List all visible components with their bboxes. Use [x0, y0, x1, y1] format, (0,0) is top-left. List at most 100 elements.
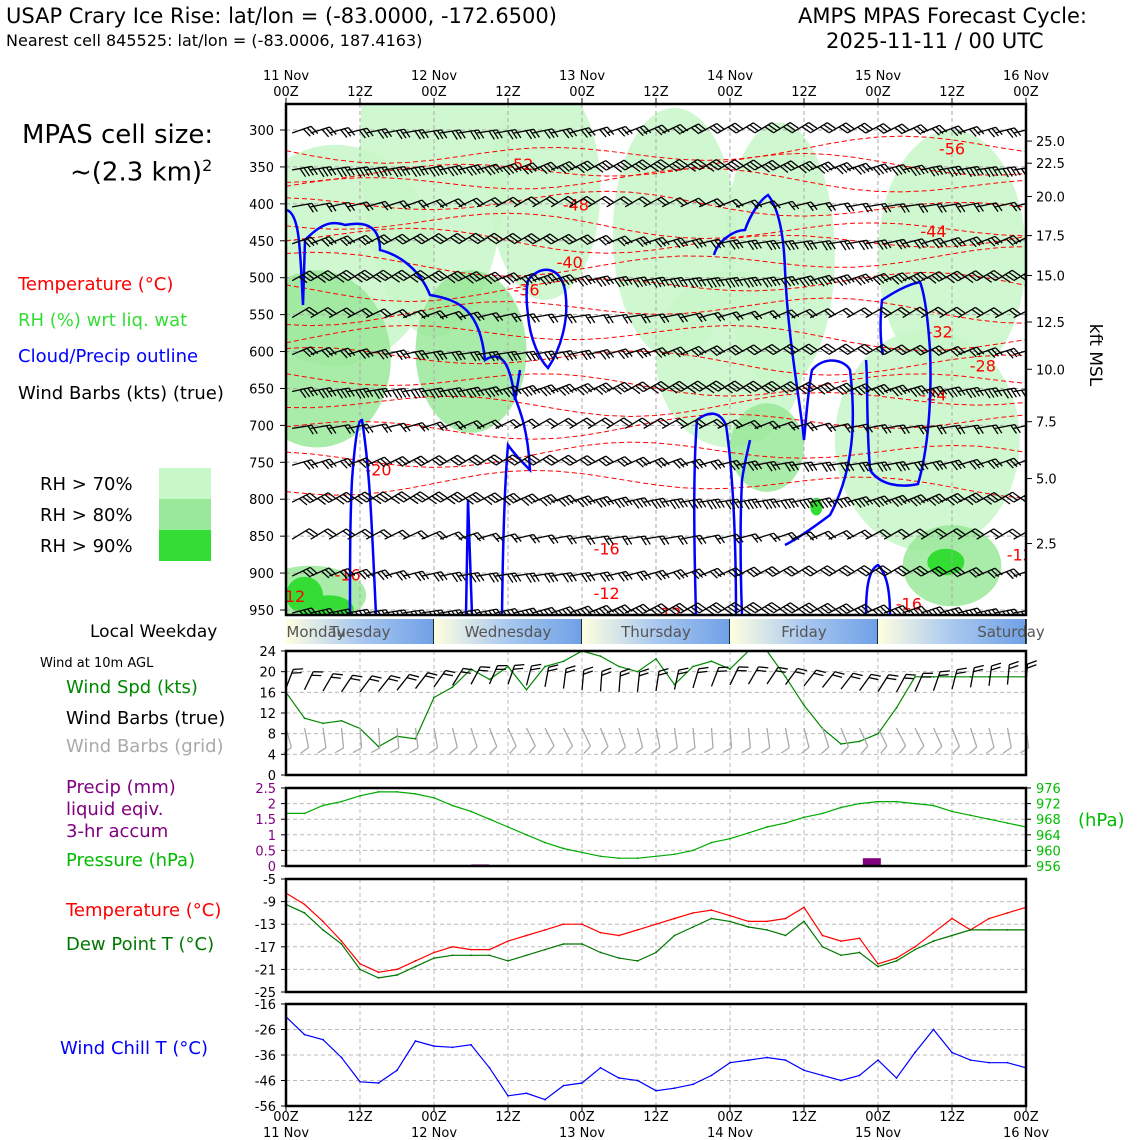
wind-barb-true-flag — [445, 669, 456, 674]
wind-barb-flag — [783, 347, 792, 355]
dewpoint-line-point — [932, 940, 935, 943]
wind-barb-flag — [335, 276, 345, 283]
wind-barb-flag — [543, 573, 551, 583]
y-tick-label: -9 — [263, 896, 276, 911]
wind-barb-flag — [662, 347, 670, 356]
wind-barb-flag — [543, 387, 552, 396]
wind-barb-grid-flag — [528, 745, 536, 754]
dewpoint-line-point — [636, 960, 639, 962]
wind-barb-flag — [884, 461, 892, 471]
weekday-band — [286, 619, 434, 644]
y-tick-label: 2.5 — [255, 782, 276, 797]
wind-barb-flag — [451, 352, 458, 362]
wind-barb-flag — [792, 240, 799, 250]
wind-barb-flag — [583, 419, 592, 427]
wind-barb-flag — [727, 163, 737, 171]
pressure-tick-label: 850 — [249, 530, 274, 545]
wind-barb-flag — [977, 424, 984, 434]
wind-barb-flag — [636, 278, 644, 287]
wind-barb-flag — [366, 609, 372, 615]
windchill-line-point — [877, 1059, 879, 1061]
wind-barb-staff — [735, 601, 754, 614]
pressure-tick-label: 600 — [249, 346, 274, 361]
wind-barb-true-flag — [1027, 660, 1037, 665]
wind-barb-grid-staff — [932, 727, 943, 747]
wind-barb-flag — [866, 203, 873, 212]
wind-barb-flag — [693, 382, 703, 390]
wind-barb-flag — [366, 387, 374, 397]
wind-barb-flag — [468, 236, 478, 244]
wind-barb-flag — [435, 235, 444, 242]
cell-size-text: ~(2.3 km) — [70, 157, 203, 188]
pressure-line-point — [655, 855, 657, 858]
wind-barb-flag — [806, 423, 814, 432]
wind-barb-flag — [339, 571, 348, 579]
wind-barb-flag — [447, 611, 451, 615]
wind-barb-flag — [679, 602, 688, 610]
wind-barb-grid-flag — [741, 747, 751, 754]
wind-barb-flag — [949, 274, 959, 282]
wind-barb-flag — [880, 164, 888, 174]
wind-barb-flag — [672, 460, 681, 469]
wind-barb-flag — [681, 313, 689, 323]
wind-barb-true-flag — [888, 674, 899, 677]
wind-barb-flag — [695, 569, 704, 578]
wind-barb-flag — [576, 499, 585, 508]
wind-barb-flag — [321, 238, 330, 247]
wind-barb-flag — [958, 425, 966, 435]
wind-barb-true-flag — [583, 670, 593, 675]
wind-barb-flag — [562, 608, 569, 615]
temperature-contour — [286, 469, 1026, 499]
wind-barb-flag — [928, 389, 936, 398]
wind-barb-flag — [808, 565, 818, 573]
wind-barb-flag — [506, 573, 514, 583]
wind-barb-flag — [954, 126, 963, 135]
wind-barb-flag — [858, 241, 866, 251]
wind-barb-flag — [864, 529, 874, 537]
wind-barb-flag — [471, 234, 481, 242]
wind-barb-flag — [465, 497, 474, 505]
wind-barb-flag — [1031, 492, 1039, 498]
wind-barb-flag — [514, 351, 522, 361]
dewpoint-line-point — [821, 945, 824, 948]
pressure-line-point — [988, 818, 990, 821]
wind-barb-flag — [716, 418, 726, 427]
wind-barb-flag — [824, 383, 833, 392]
wind-speed-line-point — [655, 657, 657, 660]
wind-barb-flag — [436, 200, 445, 209]
pressure-line-point — [858, 802, 861, 805]
wind-barb-flag — [599, 498, 607, 507]
wind-barb-flag — [1013, 347, 1022, 357]
top-hour-label: 00Z — [421, 85, 447, 100]
pressure-line-point — [766, 826, 768, 828]
wind-barb-flag — [934, 530, 944, 538]
wind-barb-true-flag — [460, 671, 471, 674]
wind-barb-flag — [917, 204, 925, 214]
wind-barb-flag — [493, 454, 503, 462]
wind-barb-flag — [768, 161, 777, 169]
wind-barb-flag — [995, 166, 1003, 176]
wind-barb-flag — [779, 608, 789, 615]
wind-barb-flag — [898, 496, 907, 505]
wind-barb-flag — [903, 424, 910, 434]
wind-barb-grid-staff — [673, 727, 678, 748]
wind-barb-flag — [952, 530, 962, 537]
temperature-line-point — [858, 937, 861, 940]
wind-barb-flag — [669, 279, 676, 289]
wind-barb-flag — [690, 127, 700, 135]
wind-barb-grid-staff — [414, 727, 419, 748]
wind-barb-flag — [987, 388, 995, 398]
wind-barb-flag — [1008, 271, 1018, 279]
wind-barb-flag — [403, 200, 411, 209]
wind-barb-flag — [654, 127, 663, 136]
wind-barb-flag — [810, 422, 818, 431]
wind-barb-flag — [355, 168, 362, 178]
wind-barb-flag — [617, 277, 625, 287]
wind-barb-grid-staff — [562, 727, 574, 747]
kft-axis-title: kft MSL — [1085, 324, 1105, 387]
wind-barb-flag — [309, 566, 319, 575]
wind-barb-flag — [418, 350, 426, 360]
wind-barb-staff — [735, 122, 754, 134]
wind-barb-flag — [366, 166, 374, 176]
wind-barb-grid-flag — [841, 746, 849, 755]
